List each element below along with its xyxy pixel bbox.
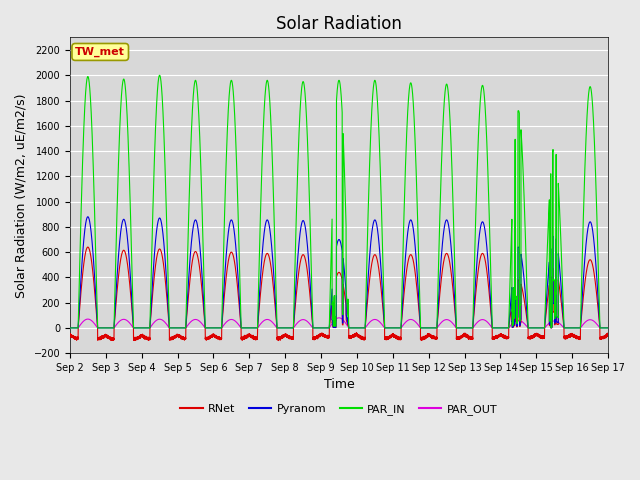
Title: Solar Radiation: Solar Radiation <box>276 15 402 33</box>
Text: TW_met: TW_met <box>76 47 125 57</box>
Legend: RNet, Pyranom, PAR_IN, PAR_OUT: RNet, Pyranom, PAR_IN, PAR_OUT <box>176 400 502 420</box>
Y-axis label: Solar Radiation (W/m2, uE/m2/s): Solar Radiation (W/m2, uE/m2/s) <box>15 93 28 298</box>
X-axis label: Time: Time <box>324 378 355 392</box>
